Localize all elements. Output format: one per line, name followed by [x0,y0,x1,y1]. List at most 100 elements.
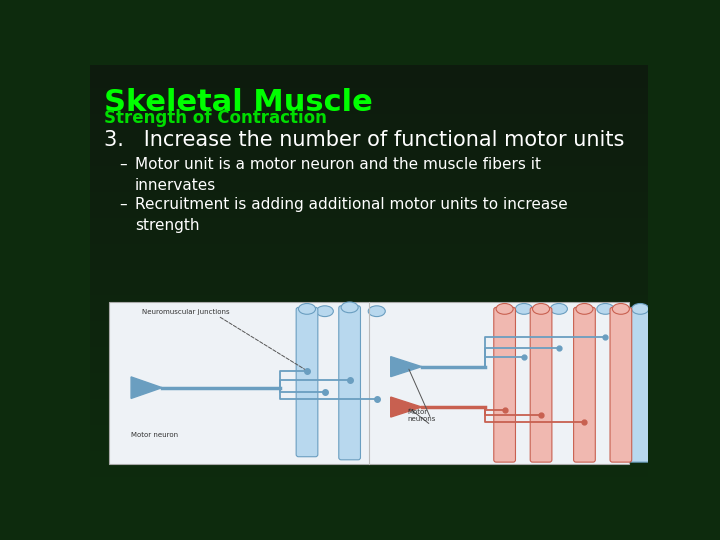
Ellipse shape [597,303,614,314]
Bar [90,195,648,200]
Bar [90,356,648,361]
FancyBboxPatch shape [574,307,595,462]
Bar [90,377,648,382]
FancyBboxPatch shape [339,306,361,460]
Bar [90,429,648,434]
FancyBboxPatch shape [366,309,387,462]
Bar [90,252,648,257]
Text: Motor
neurons: Motor neurons [408,409,436,422]
Bar [90,434,648,439]
Bar [90,211,648,215]
Bar [90,200,648,205]
Bar [90,75,648,80]
Bar [90,460,648,465]
Bar [90,444,648,449]
Bar [90,122,648,127]
Bar [90,168,648,174]
Bar [90,397,648,403]
Bar [90,455,648,460]
Bar [90,143,648,148]
Bar [90,91,648,96]
Bar [90,85,648,91]
Bar [90,418,648,423]
Text: Motor unit is a motor neuron and the muscle fibers it
innervates: Motor unit is a motor neuron and the mus… [135,157,541,193]
Bar [90,273,648,278]
Bar [90,392,648,397]
Bar [90,179,648,184]
FancyBboxPatch shape [494,307,516,462]
Text: –: – [120,197,127,212]
Bar [90,361,648,366]
Ellipse shape [533,303,549,314]
Bar [90,403,648,408]
Bar [90,226,648,231]
Bar [90,299,648,304]
Ellipse shape [299,303,315,314]
Bar [90,174,648,179]
Ellipse shape [550,303,567,314]
Bar [90,112,648,117]
Bar [90,294,648,299]
Bar [90,350,648,356]
FancyBboxPatch shape [629,307,651,462]
Polygon shape [391,397,422,417]
Text: –: – [120,157,127,172]
Bar [90,70,648,75]
Bar [90,372,648,377]
FancyBboxPatch shape [610,307,631,462]
Ellipse shape [576,303,593,314]
Bar [90,127,648,132]
Bar [90,267,648,273]
Bar [90,190,648,195]
Bar [90,325,648,330]
Bar [90,320,648,325]
Text: Neuromuscular junctions: Neuromuscular junctions [142,308,230,314]
Bar [90,237,648,241]
FancyBboxPatch shape [513,307,535,462]
Bar [90,475,648,481]
FancyBboxPatch shape [548,307,570,462]
FancyBboxPatch shape [530,307,552,462]
FancyBboxPatch shape [296,307,318,457]
Text: 3.   Increase the number of functional motor units: 3. Increase the number of functional mot… [104,130,624,150]
Bar [90,423,648,429]
Bar [109,302,629,464]
Bar [90,247,648,252]
Bar [90,330,648,335]
Bar [90,221,648,226]
Bar [90,231,648,237]
Polygon shape [391,356,422,377]
Bar [90,366,648,372]
Bar [90,309,648,314]
Bar [90,413,648,418]
Ellipse shape [631,303,649,314]
Bar [90,106,648,112]
Bar [90,439,648,444]
Text: Strength of Contraction: Strength of Contraction [104,109,327,127]
Text: Motor neuron: Motor neuron [131,431,179,438]
Bar [90,262,648,267]
Bar [90,96,648,101]
Bar [90,470,648,475]
Bar [90,283,648,288]
Text: Skeletal Muscle: Skeletal Muscle [104,88,373,117]
Bar [90,340,648,346]
Bar [90,288,648,294]
Bar [90,117,648,122]
Text: Recruitment is adding additional motor units to increase
strength: Recruitment is adding additional motor u… [135,197,567,233]
Bar [90,241,648,247]
Bar [90,148,648,153]
Bar [90,449,648,455]
FancyBboxPatch shape [595,307,616,462]
Bar [90,465,648,470]
Bar [90,346,648,350]
Bar [90,184,648,190]
Ellipse shape [496,303,513,314]
Bar [90,387,648,392]
Bar [90,153,648,158]
Bar [90,205,648,211]
Bar [90,304,648,309]
Bar [90,278,648,283]
Ellipse shape [612,303,629,314]
Bar [90,382,648,387]
